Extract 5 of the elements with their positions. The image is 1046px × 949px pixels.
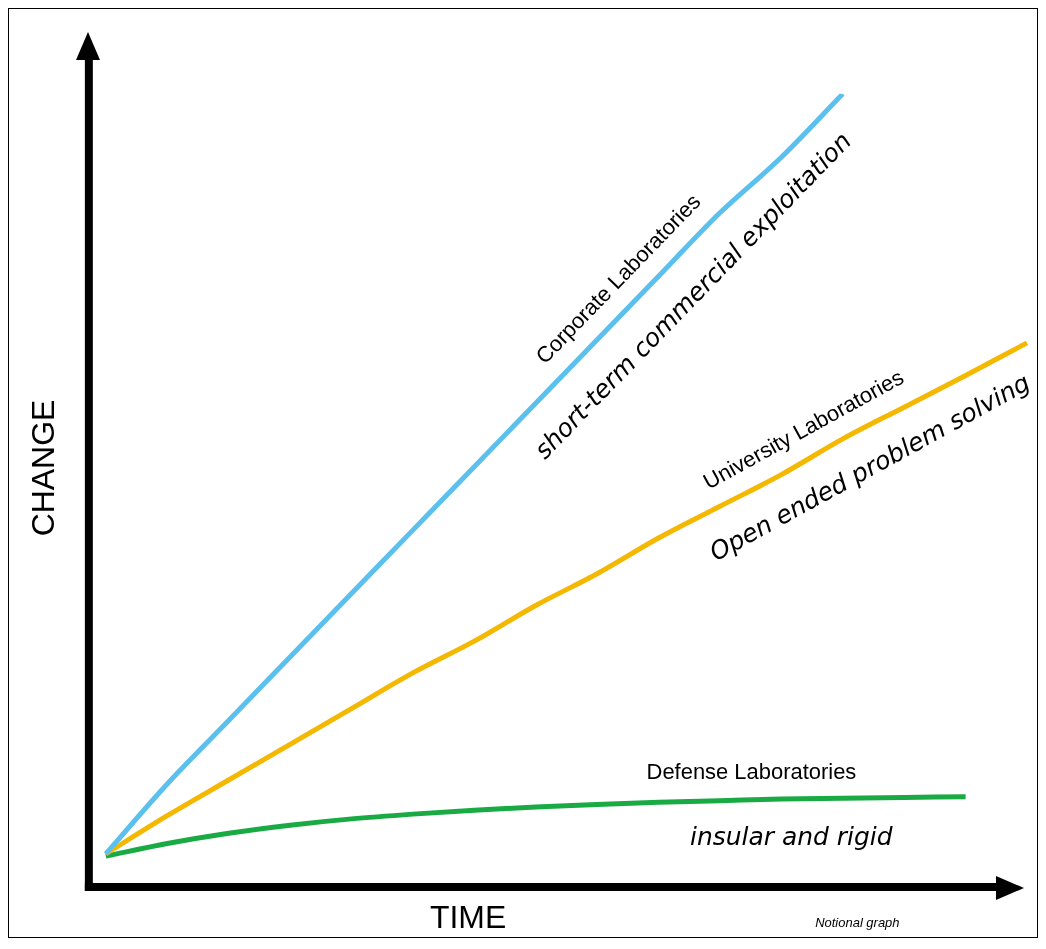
x-axis-title: TIME bbox=[429, 898, 507, 935]
annotation: insular and rigid bbox=[690, 822, 893, 852]
y-axis-title: CHANGE bbox=[24, 399, 61, 537]
series-label: Defense Laboratories bbox=[646, 759, 857, 785]
text: Notional graph bbox=[815, 914, 900, 930]
